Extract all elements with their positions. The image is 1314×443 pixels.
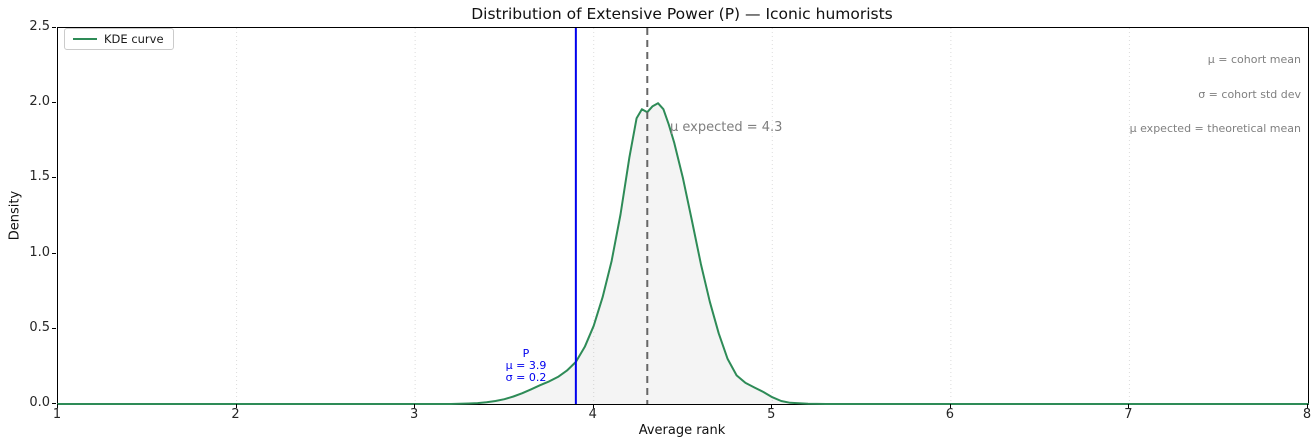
x-tick-mark-4: [592, 404, 594, 408]
y-tick-label-0.5: 0.5: [29, 319, 50, 335]
plot-area: [57, 27, 1309, 405]
x-tick-label-5: 5: [767, 407, 776, 422]
plot-canvas: [57, 28, 1309, 405]
note-mu-expected: μ expected = theoretical mean: [1129, 122, 1301, 135]
x-tick-label-3: 3: [410, 407, 419, 422]
x-tick-label-8: 8: [1302, 407, 1312, 422]
chart-title: Distribution of Extensive Power (P) — Ic…: [471, 5, 893, 23]
notes-annotation: μ = cohort mean σ = cohort std dev μ exp…: [1130, 31, 1301, 158]
legend-label: KDE curve: [104, 32, 164, 46]
x-tick-label-6: 6: [945, 407, 954, 422]
stat-sigma: σ = 0.2: [505, 371, 547, 384]
legend-box: KDE curve: [64, 28, 174, 50]
y-tick-label-1.5: 1.5: [29, 169, 50, 185]
note-sigma: σ = cohort std dev: [1198, 87, 1301, 101]
y-tick-label-2.5: 2.5: [29, 19, 50, 34]
x-tick-mark-8: [1307, 404, 1308, 408]
kde-fill-area: [58, 103, 1308, 404]
x-tick-mark-5: [771, 404, 773, 408]
y-tick-mark-2.5: [52, 27, 56, 28]
y-tick-mark-1.5: [52, 177, 56, 179]
stat-title: P: [522, 347, 530, 360]
x-tick-mark-2: [235, 404, 237, 408]
y-tick-mark-1: [52, 252, 56, 254]
x-tick-label-7: 7: [1124, 407, 1133, 422]
x-axis-label: Average rank: [638, 423, 726, 438]
y-tick-label-2: 2.0: [29, 94, 50, 110]
x-tick-label-1: 1: [52, 407, 62, 422]
y-tick-mark-2: [52, 102, 56, 104]
y-tick-label-1: 1.0: [29, 244, 50, 260]
x-tick-label-2: 2: [231, 407, 240, 422]
cohort-stats-annotation: P μ = 3.9 σ = 0.2: [498, 348, 554, 384]
x-tick-mark-1: [57, 404, 58, 408]
x-tick-mark-3: [414, 404, 416, 408]
y-tick-label-0: 0.0: [29, 395, 50, 410]
kde-curve: [57, 102, 1309, 405]
y-tick-mark-0.5: [52, 327, 56, 329]
y-axis-label: Density: [7, 190, 23, 241]
stat-mu: μ = 3.9: [505, 359, 547, 372]
y-tick-mark-0: [52, 403, 56, 404]
x-tick-mark-7: [1128, 404, 1130, 408]
x-tick-label-4: 4: [588, 407, 597, 422]
note-mu: μ = cohort mean: [1207, 53, 1301, 66]
expected-mean-annotation: μ expected = 4.3: [670, 120, 783, 135]
kde-line-swatch: [73, 38, 97, 40]
x-tick-mark-6: [949, 404, 951, 408]
